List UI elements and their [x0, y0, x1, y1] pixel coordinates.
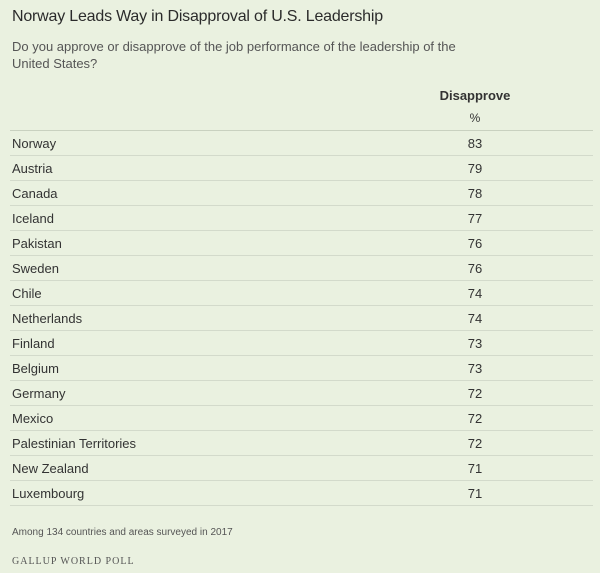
row-value: 74	[467, 286, 483, 301]
table-row: Mexico 72	[10, 406, 593, 431]
row-country: Chile	[12, 286, 42, 301]
table-row: Canada 78	[10, 181, 593, 206]
table-row: Palestinian Territories 72	[10, 431, 593, 456]
row-value: 71	[467, 486, 483, 501]
row-value: 83	[467, 136, 483, 151]
row-country: Austria	[12, 161, 53, 176]
table-row: Pakistan 76	[10, 231, 593, 256]
column-header-disapprove: Disapprove	[439, 88, 511, 103]
row-country: Netherlands	[12, 311, 83, 326]
table-row: Austria 79	[10, 156, 593, 181]
row-country: Luxembourg	[12, 486, 85, 501]
row-country: Iceland	[12, 211, 54, 226]
row-country: Canada	[12, 186, 58, 201]
row-country: Finland	[12, 336, 55, 351]
table-row: Norway 83	[10, 131, 593, 156]
row-value: 76	[467, 236, 483, 251]
table-row: Chile 74	[10, 281, 593, 306]
row-country: Germany	[12, 386, 66, 401]
row-value: 72	[467, 436, 483, 451]
row-value: 72	[467, 386, 483, 401]
row-value: 72	[467, 411, 483, 426]
row-value: 73	[467, 361, 483, 376]
row-country: Norway	[12, 136, 57, 151]
table-row: Netherlands 74	[10, 306, 593, 331]
chart-subtitle: Do you approve or disapprove of the job …	[12, 39, 456, 71]
row-country: Palestinian Territories	[12, 436, 137, 451]
column-unit: %	[469, 111, 481, 125]
table-row: Belgium 73	[10, 356, 593, 381]
footnote: Among 134 countries and areas surveyed i…	[12, 527, 233, 538]
row-value: 79	[467, 161, 483, 176]
row-value: 74	[467, 311, 483, 326]
row-value: 77	[467, 211, 483, 226]
row-value: 76	[467, 261, 483, 276]
row-country: New Zealand	[12, 461, 89, 476]
data-table: Norway 83 Austria 79 Canada 78 Iceland 77 Pakist…	[10, 130, 593, 506]
table-row: Iceland 77	[10, 206, 593, 231]
row-country: Pakistan	[12, 236, 62, 251]
table-row: Germany 72	[10, 381, 593, 406]
row-country: Sweden	[12, 261, 59, 276]
table-row: Sweden 76	[10, 256, 593, 281]
chart-title: Norway Leads Way in Disapproval of U.S. …	[12, 8, 383, 25]
table-row: New Zealand 71	[10, 456, 593, 481]
row-value: 73	[467, 336, 483, 351]
row-value: 78	[467, 186, 483, 201]
table-row: Luxembourg 71	[10, 481, 593, 506]
source-label: GALLUP WORLD POLL	[12, 556, 135, 567]
table-row: Finland 73	[10, 331, 593, 356]
row-country: Mexico	[12, 411, 54, 426]
row-value: 71	[467, 461, 483, 476]
row-country: Belgium	[12, 361, 59, 376]
